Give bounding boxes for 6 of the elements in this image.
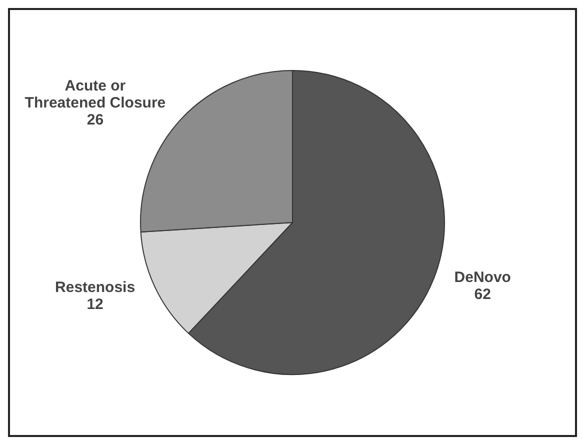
data-label: 62 [474, 286, 491, 304]
slice-label: DeNovo [454, 269, 511, 286]
slice-label: Restenosis [55, 279, 136, 296]
slice-label: Acute or Threatened Closure [24, 78, 166, 112]
data-label: 12 [86, 296, 104, 314]
data-label: 26 [86, 112, 104, 129]
